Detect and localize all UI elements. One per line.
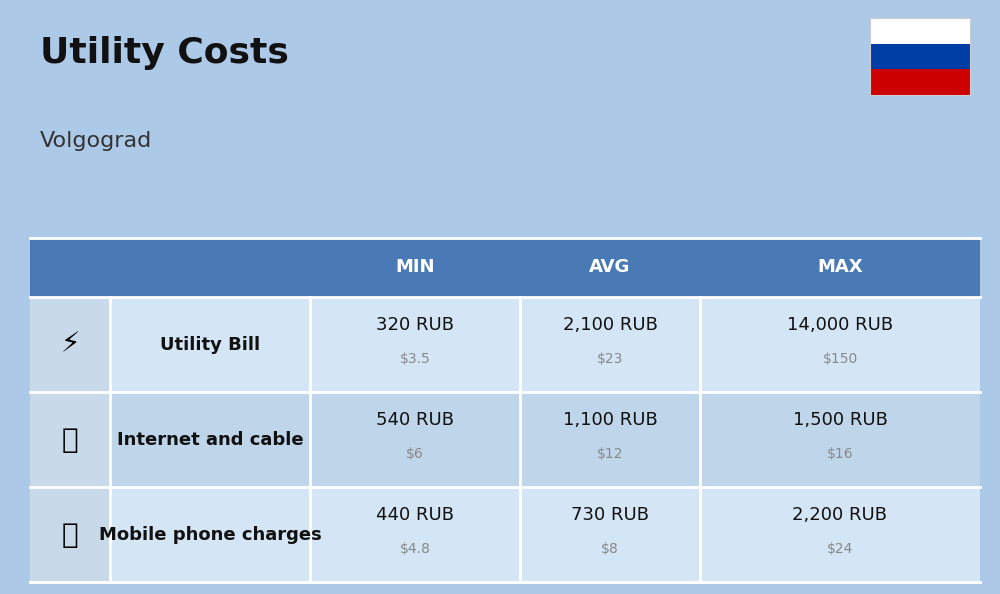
Text: ⚡: ⚡ (60, 330, 80, 359)
Text: 1,500 RUB: 1,500 RUB (793, 411, 887, 429)
FancyBboxPatch shape (30, 297, 980, 392)
Text: 2,200 RUB: 2,200 RUB (792, 506, 888, 524)
Text: 1,100 RUB: 1,100 RUB (563, 411, 657, 429)
Text: $23: $23 (597, 352, 623, 366)
Text: 730 RUB: 730 RUB (571, 506, 649, 524)
Text: MAX: MAX (817, 258, 863, 276)
Text: $16: $16 (827, 447, 853, 462)
Text: 📡: 📡 (62, 425, 78, 454)
Text: MIN: MIN (395, 258, 435, 276)
FancyBboxPatch shape (870, 18, 970, 43)
FancyBboxPatch shape (30, 297, 110, 392)
Text: Mobile phone charges: Mobile phone charges (99, 526, 321, 544)
Text: $150: $150 (822, 352, 858, 366)
Text: $12: $12 (597, 447, 623, 462)
Text: $8: $8 (601, 542, 619, 557)
Text: $24: $24 (827, 542, 853, 557)
Text: Utility Bill: Utility Bill (160, 336, 260, 353)
Text: 540 RUB: 540 RUB (376, 411, 454, 429)
FancyBboxPatch shape (30, 487, 980, 582)
FancyBboxPatch shape (30, 238, 980, 297)
Text: Volgograd: Volgograd (40, 131, 152, 151)
FancyBboxPatch shape (30, 392, 110, 487)
Text: 440 RUB: 440 RUB (376, 506, 454, 524)
Text: $6: $6 (406, 447, 424, 462)
Text: AVG: AVG (589, 258, 631, 276)
FancyBboxPatch shape (30, 392, 980, 487)
FancyBboxPatch shape (30, 487, 110, 582)
Text: 14,000 RUB: 14,000 RUB (787, 316, 893, 334)
Text: 2,100 RUB: 2,100 RUB (563, 316, 657, 334)
Text: $3.5: $3.5 (400, 352, 430, 366)
Text: 📱: 📱 (62, 520, 78, 549)
FancyBboxPatch shape (870, 43, 970, 69)
Text: $4.8: $4.8 (400, 542, 430, 557)
Text: 320 RUB: 320 RUB (376, 316, 454, 334)
Text: Internet and cable: Internet and cable (117, 431, 303, 448)
Text: Utility Costs: Utility Costs (40, 36, 289, 69)
FancyBboxPatch shape (870, 69, 970, 95)
